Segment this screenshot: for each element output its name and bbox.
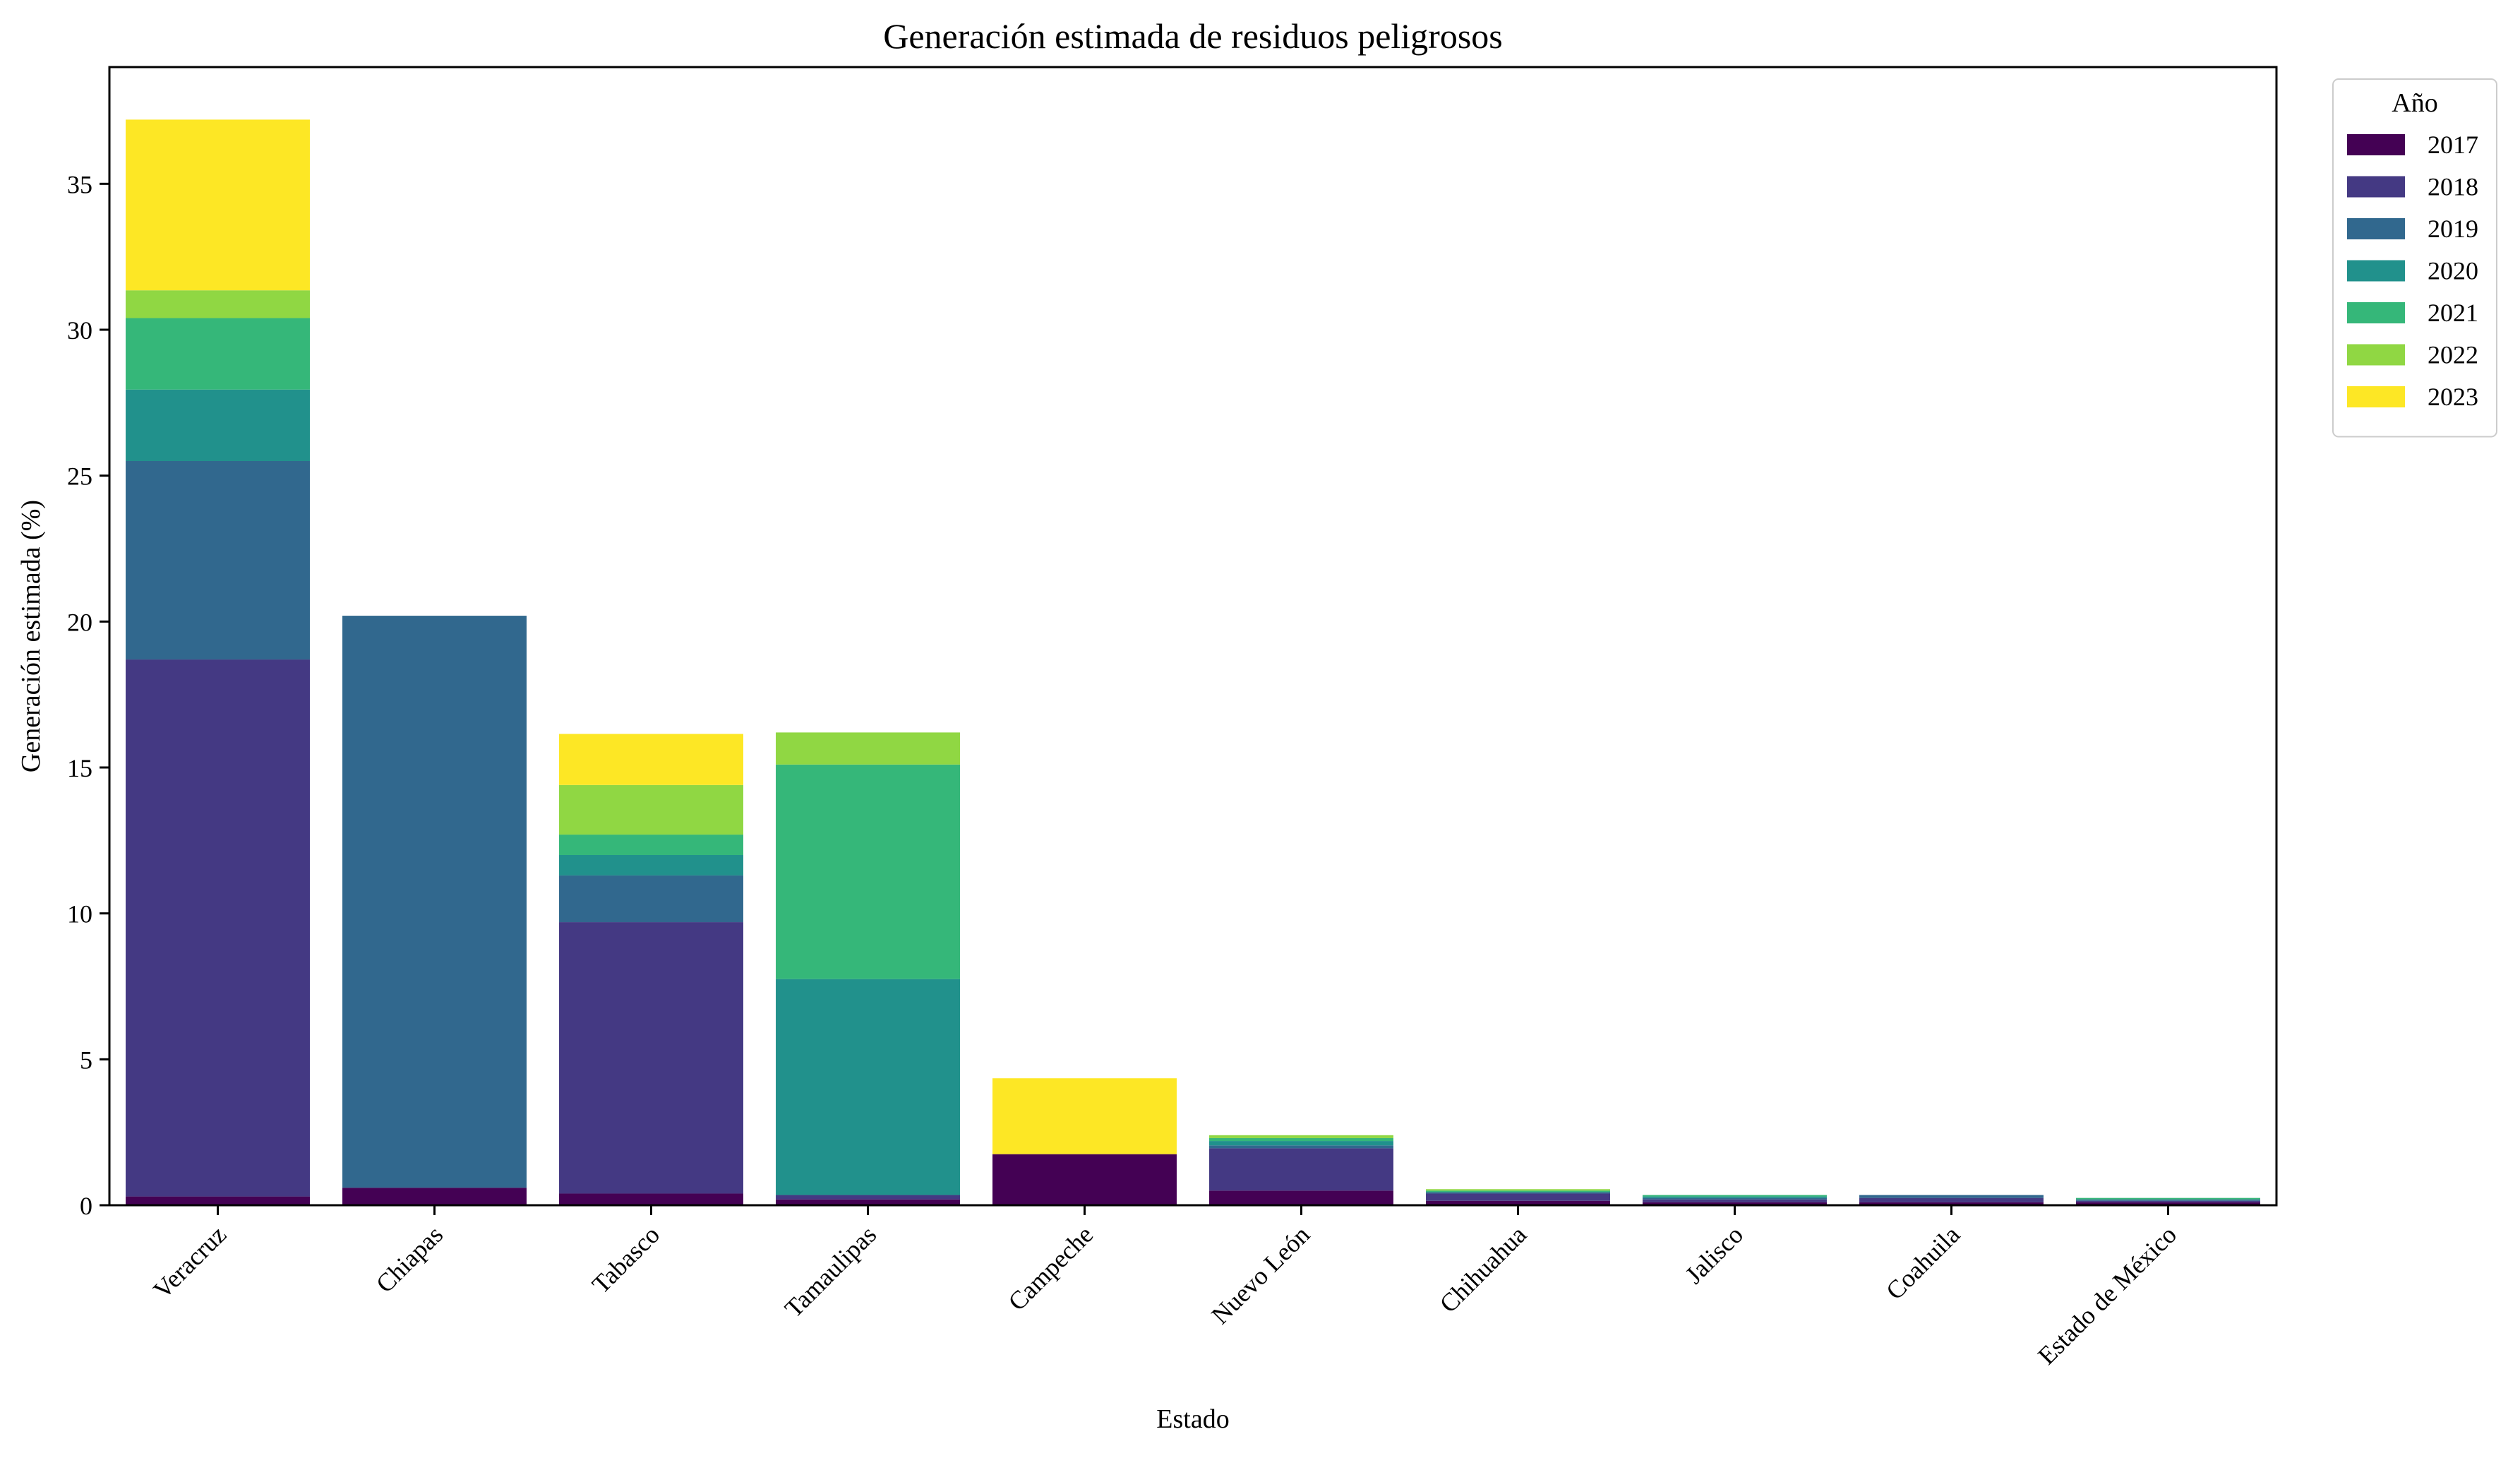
bar-2020-tabasco: [559, 855, 743, 876]
bar-2018-veracruz: [126, 659, 310, 1197]
bar-2021-jalisco: [1643, 1195, 1827, 1197]
x-tick-label: Campeche: [1002, 1220, 1098, 1316]
plot-frame: [108, 66, 2278, 1207]
bar-2021-tamaulipas: [776, 764, 960, 979]
bar-2017-tabasco: [559, 1193, 743, 1205]
legend-swatch-2018: [2347, 176, 2405, 198]
legend-title: Año: [2392, 88, 2437, 118]
legend-swatch-2021: [2347, 302, 2405, 323]
y-tick-label: 25: [67, 462, 92, 491]
bar-2021-chihuahua: [1426, 1190, 1610, 1193]
y-tick-label: 15: [67, 754, 92, 782]
y-tick-label: 20: [67, 608, 92, 636]
legend-swatch-2019: [2347, 218, 2405, 239]
x-tick-label: Chihuahua: [1434, 1220, 1532, 1318]
bar-2019-chihuahua: [1426, 1192, 1610, 1194]
bar-2020-tamaulipas: [776, 979, 960, 1195]
x-tick-label: Estado de México: [2032, 1220, 2182, 1370]
bar-2022-tamaulipas: [776, 732, 960, 765]
bars-layer: [126, 119, 2260, 1205]
bar-2017-jalisco: [1643, 1202, 1827, 1205]
legend-swatch-2020: [2347, 260, 2405, 282]
legend-swatch-2022: [2347, 344, 2405, 366]
bar-2023-tabasco: [559, 734, 743, 785]
bar-2017-coahuila: [1859, 1202, 2044, 1205]
x-tick-label: Veracruz: [148, 1220, 232, 1304]
bar-2019-coahuila: [1859, 1195, 2044, 1198]
y-axis: 0 5 10 15 20 25 30 35: [67, 170, 109, 1220]
bar-2023-campeche: [992, 1078, 1177, 1154]
legend-label-2022: 2022: [2428, 341, 2478, 369]
bar-2021-estado-de-méxico: [2076, 1197, 2260, 1200]
bar-2019-jalisco: [1643, 1197, 1827, 1200]
legend-items: 2017 2018 2019 2020 2021 2022 2023: [2347, 131, 2478, 411]
bar-2017-chiapas: [342, 1188, 527, 1205]
bar-2019-veracruz: [126, 461, 310, 660]
x-tick-label: Nuevo León: [1206, 1220, 1315, 1329]
bar-2022-tabasco: [559, 784, 743, 835]
bar-2017-estado-de-méxico: [2076, 1202, 2260, 1205]
y-tick-label: 35: [67, 170, 92, 198]
bar-2021-nuevo-león: [1209, 1137, 1393, 1142]
legend-swatch-2017: [2347, 134, 2405, 155]
bar-2017-veracruz: [126, 1196, 310, 1205]
bar-2018-estado-de-méxico: [2076, 1200, 2260, 1202]
bar-2021-veracruz: [126, 318, 310, 390]
y-axis-label: Generación estimada (%): [16, 500, 46, 772]
x-tick-label: Coahuila: [1880, 1220, 1965, 1305]
y-tick-label: 5: [80, 1046, 92, 1074]
legend: Año 2017 2018 2019 2020 2021 2022 2023: [2332, 78, 2497, 438]
y-tick-label: 30: [67, 316, 92, 345]
x-tick-label: Jalisco: [1680, 1220, 1749, 1289]
legend-label-2020: 2020: [2428, 257, 2478, 285]
bar-2018-chihuahua: [1426, 1193, 1610, 1201]
legend-label-2021: 2021: [2428, 299, 2478, 327]
bar-2019-tabasco: [559, 875, 743, 923]
bar-2018-tamaulipas: [776, 1195, 960, 1200]
bar-2022-nuevo-león: [1209, 1135, 1393, 1138]
bar-2019-estado-de-méxico: [2076, 1199, 2260, 1201]
bar-2017-tamaulipas: [776, 1199, 960, 1205]
legend-label-2018: 2018: [2428, 173, 2478, 201]
legend-label-2017: 2017: [2428, 131, 2478, 159]
bar-2018-jalisco: [1643, 1199, 1827, 1202]
x-tick-label: Chiapas: [371, 1220, 448, 1298]
legend-label-2023: 2023: [2428, 383, 2478, 411]
bar-2018-tabasco: [559, 922, 743, 1194]
legend-swatch-2023: [2347, 386, 2405, 407]
bar-2018-nuevo-león: [1209, 1148, 1393, 1191]
bar-2023-veracruz: [126, 119, 310, 291]
bar-2017-nuevo-león: [1209, 1190, 1393, 1205]
bar-2021-tabasco: [559, 835, 743, 855]
y-tick-label: 0: [80, 1192, 92, 1220]
y-tick-label: 10: [67, 900, 92, 928]
bar-2022-chihuahua: [1426, 1189, 1610, 1191]
bar-2020-nuevo-león: [1209, 1141, 1393, 1146]
bar-2022-veracruz: [126, 290, 310, 318]
bar-2017-campeche: [992, 1154, 1177, 1205]
bar-2017-chihuahua: [1426, 1200, 1610, 1205]
bar-2019-nuevo-león: [1209, 1145, 1393, 1149]
x-axis: Veracruz Chiapas Tabasco Tamaulipas Campeche…: [148, 1205, 2182, 1370]
bar-2020-jalisco: [1643, 1196, 1827, 1198]
chart-title: Generación estimada de residuos peligros…: [883, 16, 1503, 56]
x-axis-label: Estado: [1156, 1404, 1229, 1434]
legend-label-2019: 2019: [2428, 215, 2478, 243]
bar-2019-chiapas: [342, 616, 527, 1188]
bar-2020-veracruz: [126, 389, 310, 461]
bar-2018-coahuila: [1859, 1197, 2044, 1202]
x-tick-label: Tamaulipas: [779, 1220, 882, 1322]
x-tick-label: Tabasco: [587, 1220, 665, 1298]
